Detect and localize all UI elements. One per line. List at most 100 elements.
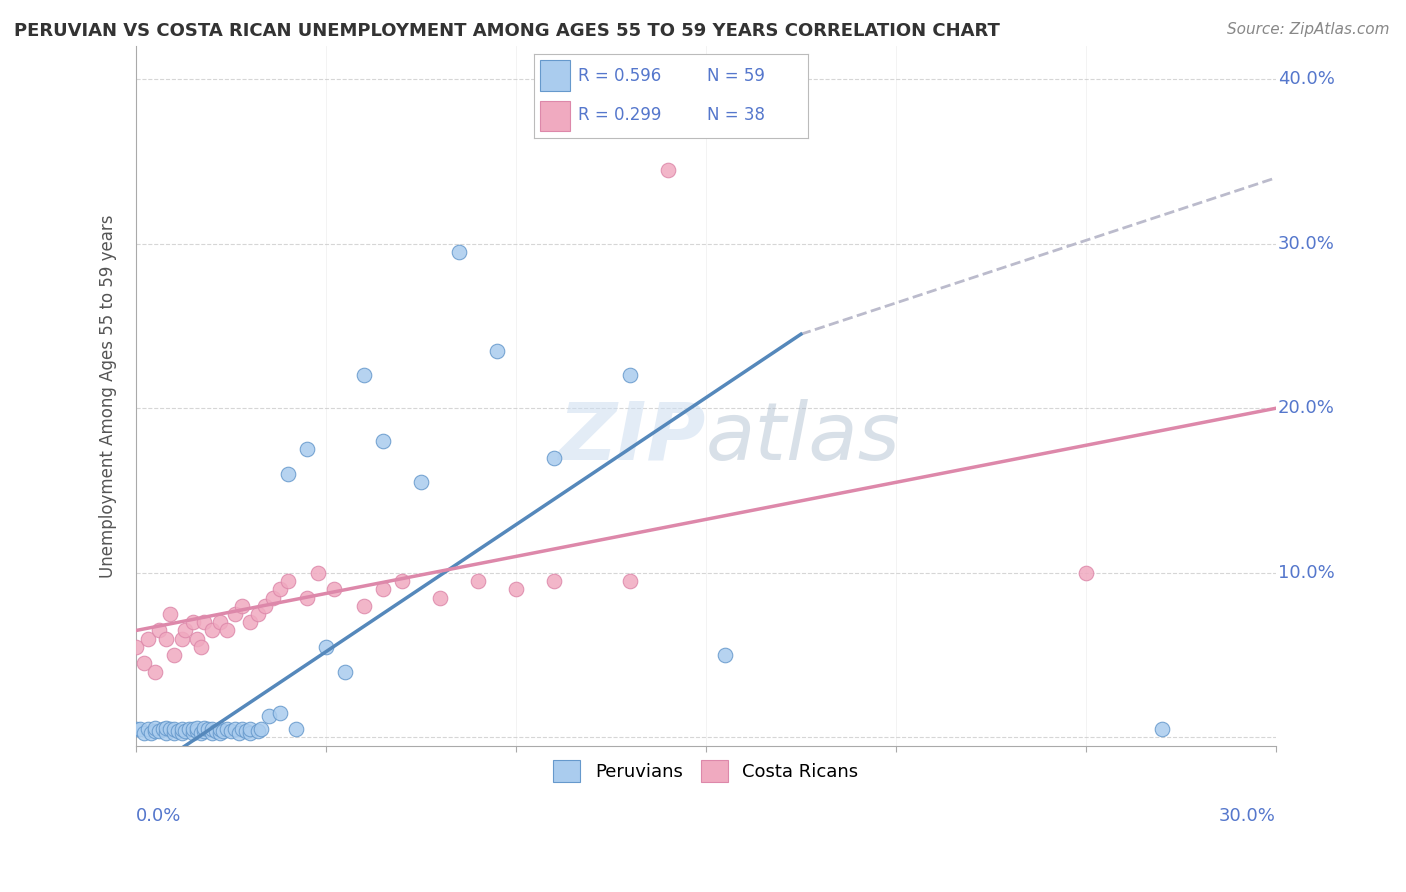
Text: ZIP: ZIP <box>558 399 706 477</box>
Point <box>159 723 181 737</box>
Point <box>246 723 269 738</box>
Bar <box>540 101 569 131</box>
Point <box>170 723 193 737</box>
Point <box>353 368 375 383</box>
Point <box>179 723 201 737</box>
Point <box>307 566 329 580</box>
Point <box>262 591 284 605</box>
Point <box>163 723 186 737</box>
Point <box>224 607 246 621</box>
Point <box>543 450 565 465</box>
Point <box>186 723 208 738</box>
Point <box>181 615 204 630</box>
Point <box>155 725 177 739</box>
Point <box>143 721 166 735</box>
Point <box>235 723 257 738</box>
Point <box>371 434 394 449</box>
Text: PERUVIAN VS COSTA RICAN UNEMPLOYMENT AMONG AGES 55 TO 59 YEARS CORRELATION CHART: PERUVIAN VS COSTA RICAN UNEMPLOYMENT AMO… <box>14 22 1000 40</box>
Point <box>217 723 239 737</box>
Point <box>174 723 197 738</box>
Point <box>239 725 262 739</box>
Point <box>212 723 235 738</box>
Point <box>219 723 242 738</box>
Point <box>174 624 197 638</box>
Point <box>170 725 193 739</box>
Text: 20.0%: 20.0% <box>1278 400 1334 417</box>
Point <box>193 723 215 738</box>
Point <box>231 599 253 613</box>
Point <box>136 632 159 646</box>
Point <box>447 244 470 259</box>
Point <box>333 665 356 679</box>
Text: 30.0%: 30.0% <box>1278 235 1334 252</box>
Point <box>714 648 737 662</box>
Point <box>228 725 250 739</box>
Text: R = 0.596: R = 0.596 <box>578 67 661 85</box>
Point <box>269 582 291 597</box>
Point <box>190 640 212 654</box>
Point <box>132 657 155 671</box>
Point <box>409 475 432 490</box>
Point <box>208 725 231 739</box>
Point <box>155 632 177 646</box>
Point <box>284 723 307 737</box>
Text: N = 59: N = 59 <box>707 67 765 85</box>
Point <box>295 442 318 457</box>
Point <box>143 665 166 679</box>
Point <box>277 574 299 588</box>
Point <box>155 721 177 735</box>
Point <box>208 723 231 737</box>
Text: Source: ZipAtlas.com: Source: ZipAtlas.com <box>1226 22 1389 37</box>
Point <box>181 725 204 739</box>
Point <box>181 723 204 737</box>
Point <box>485 343 508 358</box>
Point <box>315 640 337 654</box>
Point <box>391 574 413 588</box>
Legend: Peruvians, Costa Ricans: Peruvians, Costa Ricans <box>546 753 866 789</box>
Point <box>190 725 212 739</box>
Point <box>163 648 186 662</box>
Point <box>143 723 166 738</box>
Point <box>250 723 273 737</box>
Point <box>201 725 224 739</box>
Point <box>148 624 170 638</box>
Point <box>467 574 489 588</box>
Point <box>125 723 148 737</box>
Point <box>619 368 641 383</box>
Point <box>277 467 299 482</box>
Text: N = 38: N = 38 <box>707 106 765 124</box>
Point <box>543 574 565 588</box>
Point <box>132 725 155 739</box>
Point <box>257 709 280 723</box>
Point <box>159 607 181 621</box>
Text: 0.0%: 0.0% <box>136 806 181 824</box>
Bar <box>540 61 569 91</box>
Point <box>167 723 190 738</box>
Text: 10.0%: 10.0% <box>1278 564 1334 582</box>
Point <box>163 725 186 739</box>
Point <box>208 615 231 630</box>
Point <box>657 162 679 177</box>
Point <box>254 599 277 613</box>
Point <box>1074 566 1097 580</box>
Point <box>201 723 224 737</box>
Point <box>353 599 375 613</box>
Point <box>170 632 193 646</box>
Text: R = 0.299: R = 0.299 <box>578 106 661 124</box>
Point <box>136 723 159 737</box>
Point <box>197 723 219 737</box>
Point <box>1150 723 1173 737</box>
Point <box>129 723 152 737</box>
Point <box>619 574 641 588</box>
Point <box>246 607 269 621</box>
Point <box>148 723 170 738</box>
Point <box>322 582 344 597</box>
Point <box>152 723 174 737</box>
Point <box>186 632 208 646</box>
Point <box>125 640 148 654</box>
Point <box>186 721 208 735</box>
Point <box>239 723 262 737</box>
Point <box>193 615 215 630</box>
Point <box>429 591 451 605</box>
Point <box>141 725 163 739</box>
